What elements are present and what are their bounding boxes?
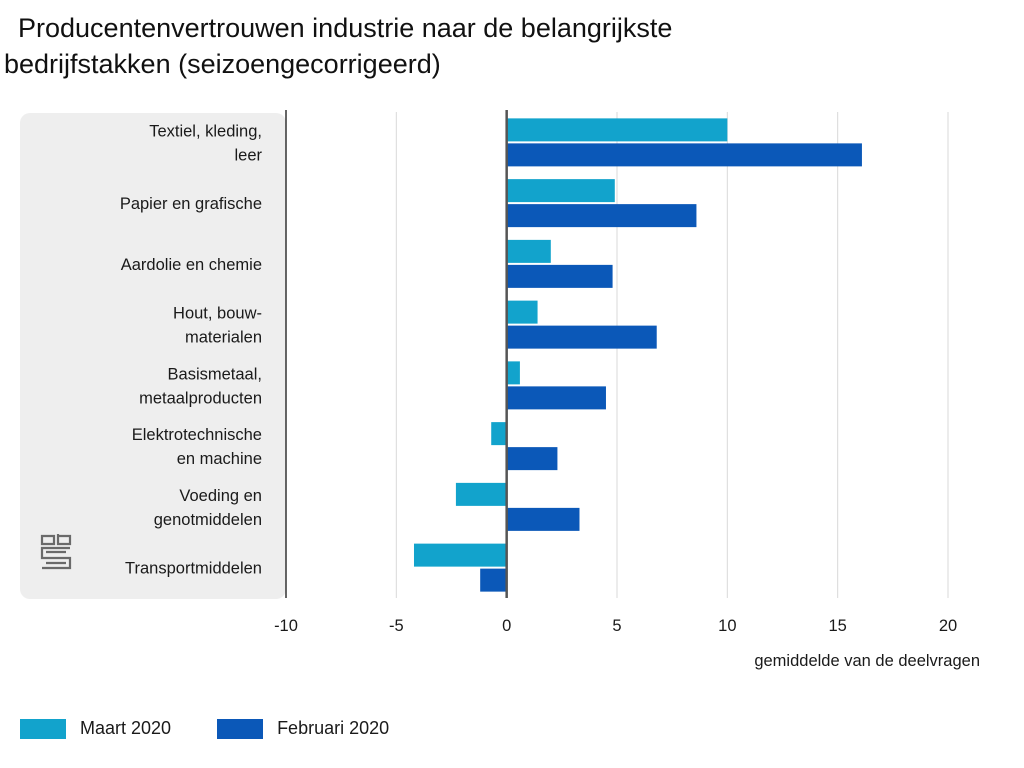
legend-swatch-maart — [20, 718, 66, 739]
x-tick-label: -10 — [274, 617, 298, 635]
category-label-2-line-0: Aardolie en chemie — [121, 256, 262, 274]
bar-maart-7 — [413, 543, 507, 567]
chart-title: Producentenvertrouwen industrie naar de … — [4, 10, 904, 82]
category-label-panel — [20, 113, 286, 599]
bars — [413, 118, 862, 592]
x-axis-label: gemiddelde van de deelvragen — [754, 652, 980, 670]
category-label-5-line-1: en machine — [177, 450, 262, 468]
bar-maart-1 — [506, 179, 615, 203]
category-label-4-line-0: Basismetaal, — [168, 365, 262, 383]
category-label-5-line-0: Elektrotechnische — [132, 426, 262, 444]
category-label-0-line-0: Textiel, kleding, — [149, 122, 262, 140]
bar-maart-2 — [506, 239, 551, 263]
chart-title-line-1: Producentenvertrouwen industrie naar de … — [18, 13, 673, 43]
bar-maart-5 — [491, 422, 507, 446]
legend-label-februari: Februari 2020 — [277, 718, 390, 738]
x-tick-label: -5 — [389, 617, 404, 635]
bar-februari-3 — [506, 325, 657, 349]
bar-februari-5 — [506, 447, 558, 471]
bar-februari-7 — [480, 568, 507, 592]
category-label-0-line-1: leer — [234, 146, 262, 164]
category-label-6-line-1: genotmiddelen — [154, 511, 262, 529]
bar-chart: Textiel, kleding, leer Papier en grafische… — [20, 110, 980, 670]
cbs-logo-icon — [40, 534, 72, 570]
category-label-3-line-1: materialen — [185, 329, 262, 347]
category-label-7-line-0: Transportmiddelen — [125, 560, 262, 578]
bar-februari-6 — [506, 507, 580, 531]
category-labels: Textiel, kleding, leer Papier en grafische… — [120, 122, 263, 577]
x-tick-label: 15 — [828, 617, 846, 635]
bar-maart-0 — [506, 118, 728, 142]
category-label-6-line-0: Voeding en — [179, 487, 262, 505]
x-tick-label: 20 — [939, 617, 957, 635]
bar-maart-6 — [455, 482, 507, 506]
bar-maart-3 — [506, 300, 538, 324]
legend-label-maart: Maart 2020 — [80, 718, 172, 738]
category-label-3-line-0: Hout, bouw- — [173, 305, 262, 323]
category-label-1-line-0: Papier en grafische — [120, 195, 262, 213]
x-tick-label: 0 — [502, 617, 511, 635]
x-tick-label: 10 — [718, 617, 736, 635]
bar-februari-2 — [506, 264, 613, 288]
chart-title-line-2: bedrijfstakken (seizoengecorrigeerd) — [4, 49, 441, 79]
legend: Maart 2020 Februari 2020 — [20, 718, 435, 739]
legend-swatch-februari — [217, 718, 264, 739]
bar-februari-4 — [506, 386, 606, 410]
legend-item-maart: Maart 2020 — [20, 718, 171, 739]
legend-item-februari: Februari 2020 — [217, 718, 389, 739]
x-tick-label: 5 — [612, 617, 621, 635]
bar-maart-4 — [506, 361, 520, 385]
category-label-4-line-1: metaalproducten — [139, 389, 262, 407]
bar-februari-0 — [506, 143, 862, 167]
gridlines — [395, 112, 949, 598]
x-tick-labels: -10 -5 0 5 10 15 20 — [274, 617, 957, 635]
bar-februari-1 — [506, 204, 697, 228]
